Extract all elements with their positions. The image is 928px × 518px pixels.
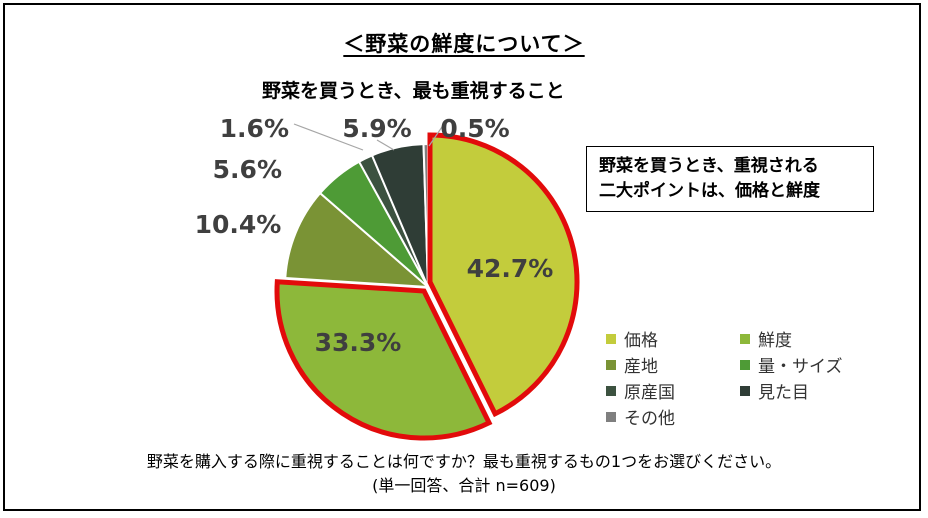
legend-item-6: 見た目 <box>740 378 870 403</box>
leader-line-slice-7 <box>428 123 445 147</box>
data-label-slice-7: 0.5% <box>440 114 509 143</box>
section-title: ＜野菜の鮮度について＞ <box>0 28 928 58</box>
legend-item-2: 鮮度 <box>740 326 870 351</box>
chart-title: 野菜を買うとき、最も重視すること <box>262 80 565 102</box>
sample-base: (単一回答、合計 n=609) <box>372 476 556 495</box>
legend-label: 見た目 <box>758 383 809 403</box>
legend-item-5: 原産国 <box>606 378 740 403</box>
legend-item-1: 価格 <box>606 326 740 351</box>
question-text: 野菜を購入する際に重視することは何ですか？最も重視するもの1つをお選びください。 <box>146 452 782 471</box>
legend-label: 産地 <box>624 357 658 377</box>
leader-line-slice-6 <box>376 139 395 151</box>
legend-label: 価格 <box>624 331 658 351</box>
pie-slice-1-highlighted <box>427 132 580 418</box>
data-label-slice-1: 42.7% <box>467 254 554 283</box>
legend-item-4: 量・サイズ <box>740 352 870 377</box>
legend-label: 鮮度 <box>758 331 792 351</box>
question-note: 野菜を購入する際に重視することは何ですか？最も重視するもの1つをお選びください。… <box>0 450 928 498</box>
callout-line-1: 野菜を買うとき、重視される <box>599 156 819 176</box>
data-label-slice-3: 10.4% <box>195 210 282 239</box>
section-title-text: ＜野菜の鮮度について＞ <box>343 32 585 56</box>
legend-swatch <box>606 359 616 370</box>
data-label-slice-6: 5.9% <box>342 114 411 143</box>
legend-label: その他 <box>624 409 675 429</box>
legend: 価格 鮮度産地 量・サイズ原産国 見た目その他 <box>606 326 870 429</box>
legend-swatch <box>606 333 616 344</box>
legend-label: 原産国 <box>624 383 675 403</box>
data-label-slice-2: 33.3% <box>315 328 402 357</box>
legend-swatch <box>740 385 750 396</box>
leader-line-slice-5 <box>293 123 364 151</box>
legend-swatch <box>740 359 750 370</box>
legend-item-3: 産地 <box>606 352 740 377</box>
legend-swatch <box>606 385 616 396</box>
pie-slice-2-highlighted <box>274 279 493 441</box>
pie-slice-3 <box>284 191 431 289</box>
data-label-slice-5: 1.6% <box>220 114 289 143</box>
legend-swatch <box>606 411 616 422</box>
data-label-slice-4: 5.6% <box>213 155 282 184</box>
legend-swatch <box>740 333 750 344</box>
callout-box: 野菜を買うとき、重視される 二大ポイントは、価格と鮮度 <box>586 146 874 212</box>
legend-label: 量・サイズ <box>758 357 843 377</box>
legend-item-7: その他 <box>606 404 740 429</box>
callout-line-2: 二大ポイントは、価格と鮮度 <box>599 181 820 201</box>
